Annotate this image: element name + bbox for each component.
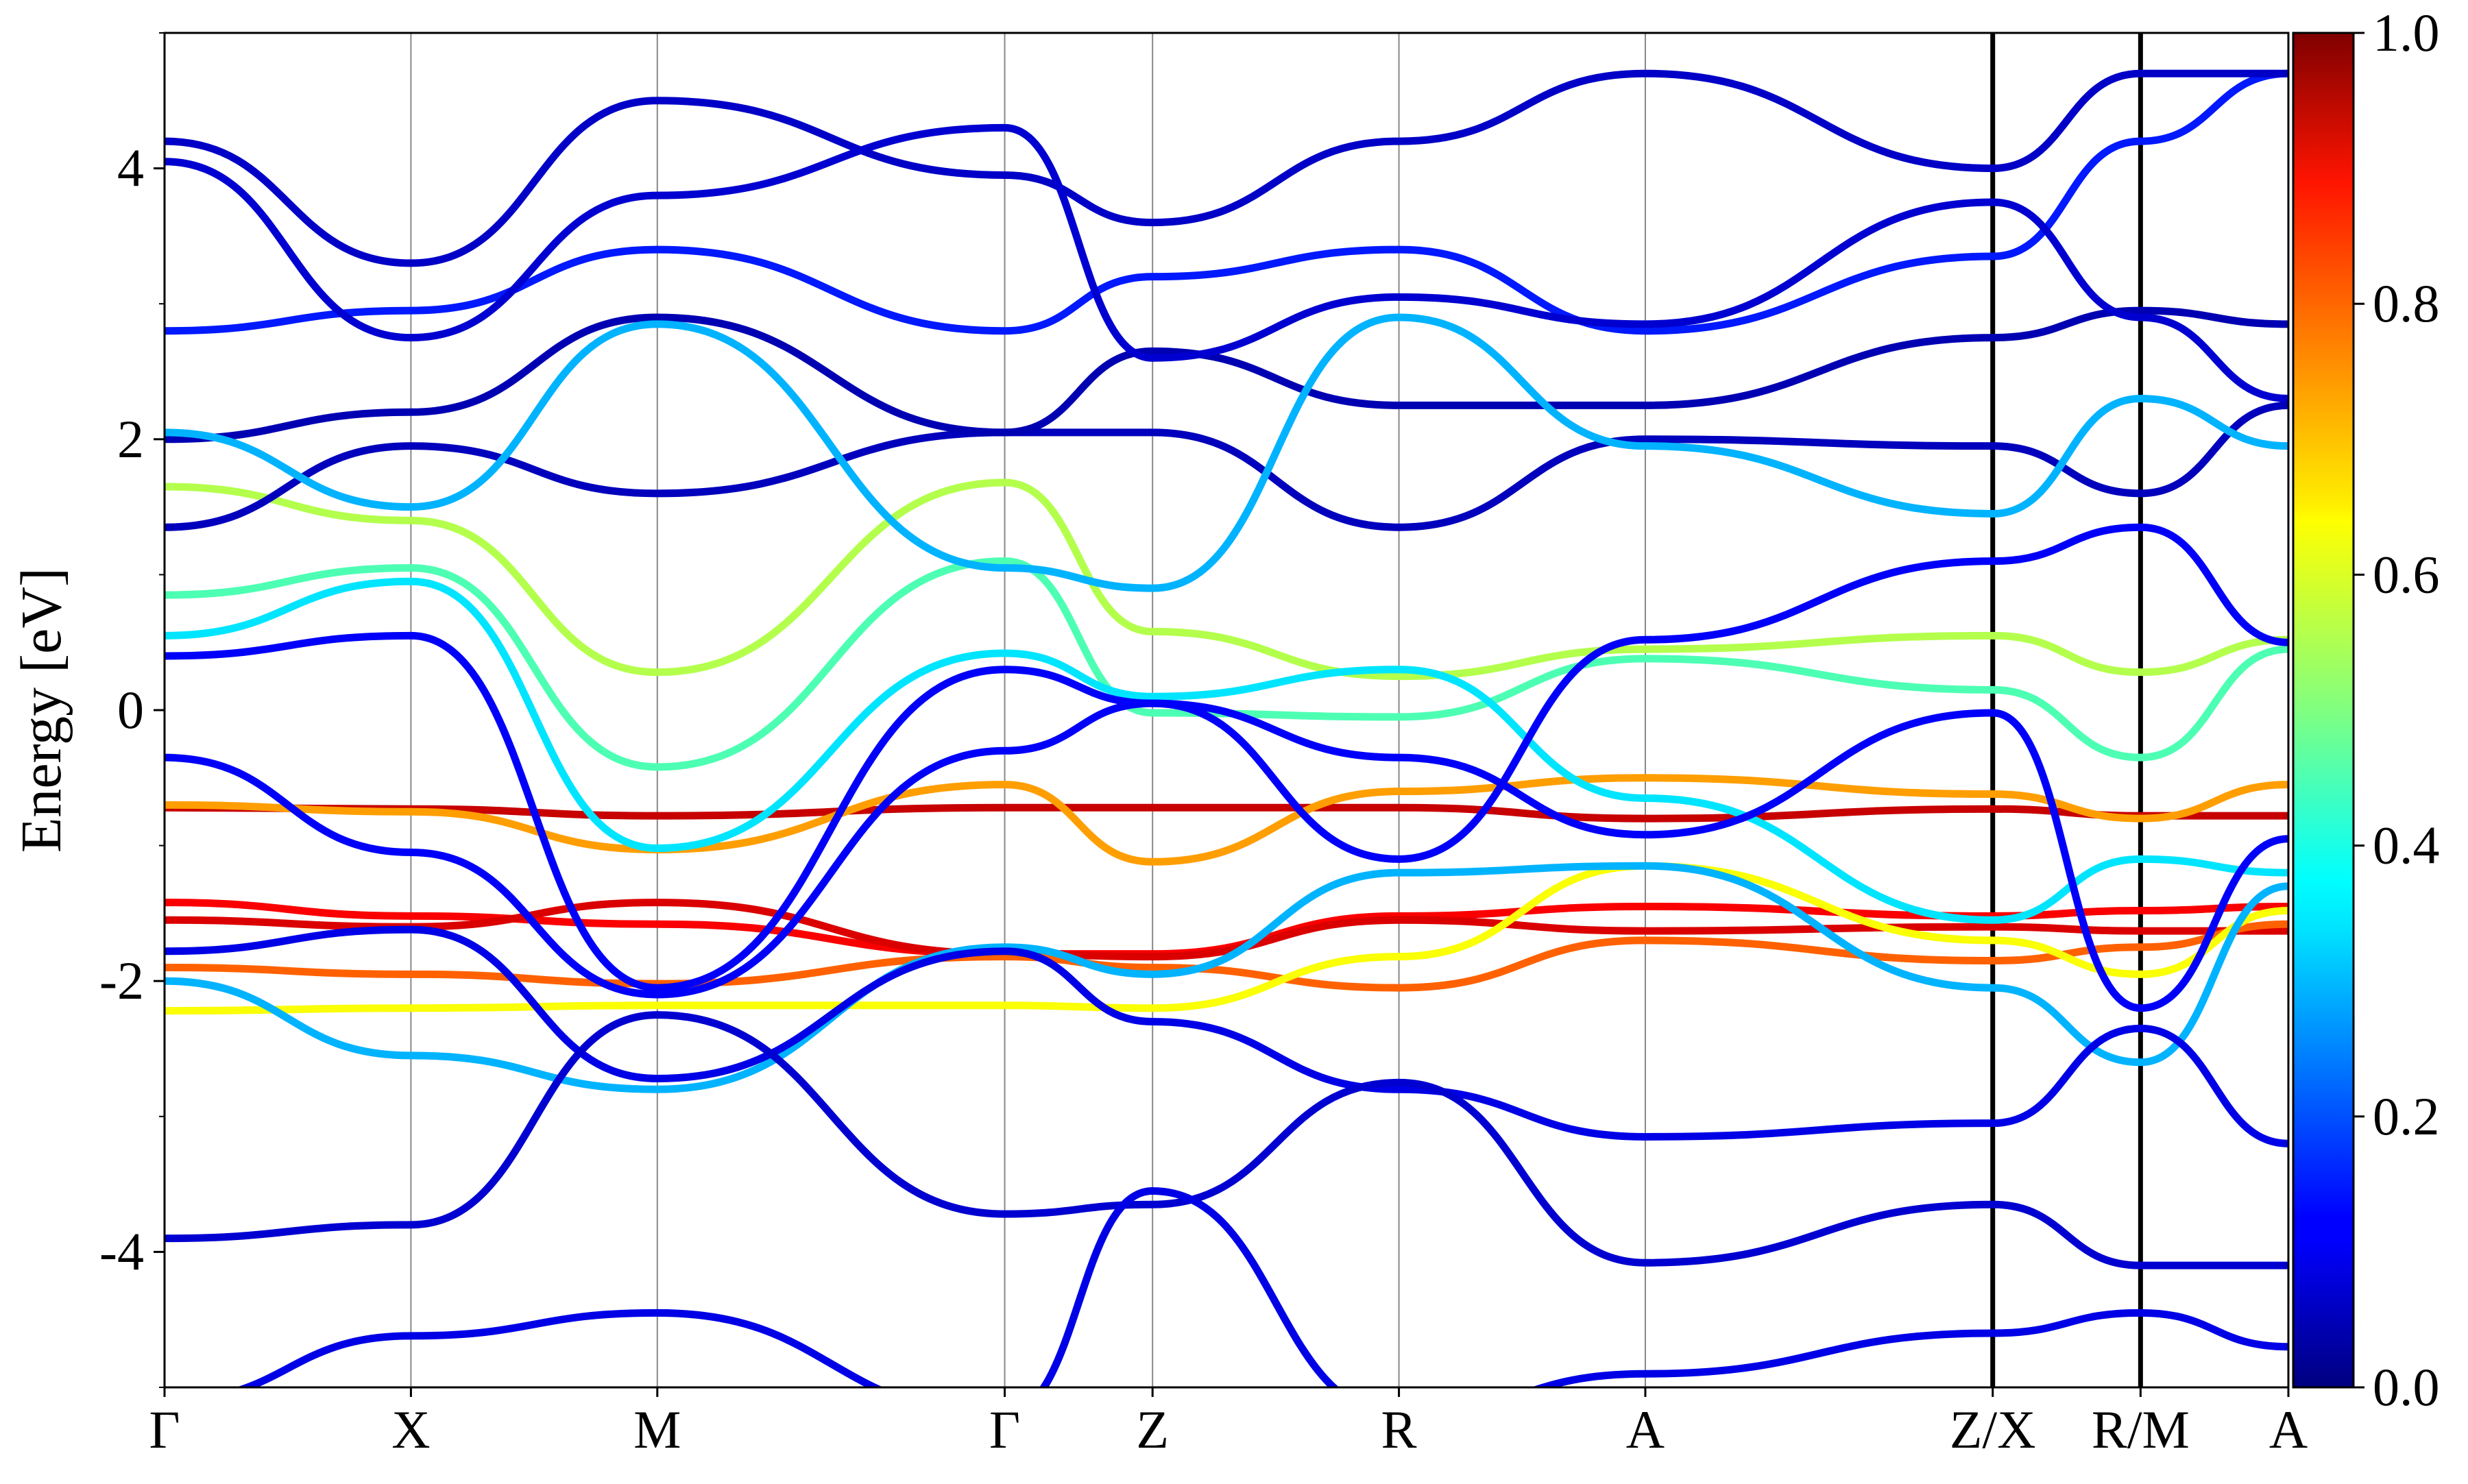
- x-tick-label: A: [1626, 1400, 1665, 1459]
- x-tick-label: R: [1381, 1400, 1417, 1459]
- band-lines: [165, 69, 2288, 1387]
- band-line: [165, 1011, 2288, 1269]
- band-line: [165, 523, 2288, 992]
- y-tick-label: 2: [117, 409, 144, 469]
- colorbar-tick-label: 0.0: [2373, 1357, 2440, 1417]
- colorbar-gradient: [2292, 32, 2355, 1389]
- x-tick-label: Γ: [989, 1400, 1020, 1459]
- colorbar-tick-label: 0.2: [2373, 1086, 2440, 1146]
- y-axis-ticks: 4 2 0 -2 -4: [99, 32, 165, 1388]
- band-line: [165, 577, 2288, 924]
- x-tick-label: R/M: [2092, 1400, 2190, 1459]
- x-tick-label: Γ: [149, 1400, 180, 1459]
- band-line: [165, 920, 2288, 992]
- x-tick-label: M: [633, 1400, 681, 1459]
- y-tick-label: 4: [117, 138, 144, 198]
- high-symmetry-lines: [410, 33, 2143, 1387]
- band-line: [165, 699, 2288, 1012]
- y-tick-label: -4: [99, 1221, 144, 1281]
- colorbar: 0.0 0.2 0.4 0.6 0.8 1.0: [2292, 3, 2440, 1417]
- y-tick-label: -2: [99, 951, 144, 1010]
- x-tick-label: X: [391, 1400, 430, 1459]
- band-line: [165, 803, 2288, 823]
- x-tick-label: Z: [1136, 1400, 1169, 1459]
- band-line: [165, 69, 2288, 267]
- x-axis-ticks: Γ X M Γ Z R A Z/X R/M A: [149, 1387, 2308, 1459]
- band-line: [235, 1187, 2288, 1387]
- colorbar-tick-label: 0.4: [2373, 816, 2440, 875]
- x-tick-label: Z/X: [1950, 1400, 2036, 1459]
- y-axis-title: Energy [eV]: [10, 568, 73, 853]
- band-line: [165, 306, 2288, 443]
- y-tick-label: 0: [117, 680, 144, 740]
- band-line: [165, 313, 2288, 592]
- colorbar-tick-label: 0.8: [2373, 273, 2440, 333]
- band-line: [165, 862, 2288, 1093]
- band-line: [165, 925, 2288, 1147]
- colorbar-tick-label: 0.6: [2373, 544, 2440, 604]
- band-line: [165, 123, 2288, 403]
- band-line: [165, 557, 2288, 771]
- colorbar-tick-label: 1.0: [2373, 3, 2440, 62]
- band-line: [165, 401, 2288, 531]
- band-line: [165, 774, 2288, 866]
- band-line: [165, 478, 2288, 681]
- x-tick-label: A: [2269, 1400, 2308, 1459]
